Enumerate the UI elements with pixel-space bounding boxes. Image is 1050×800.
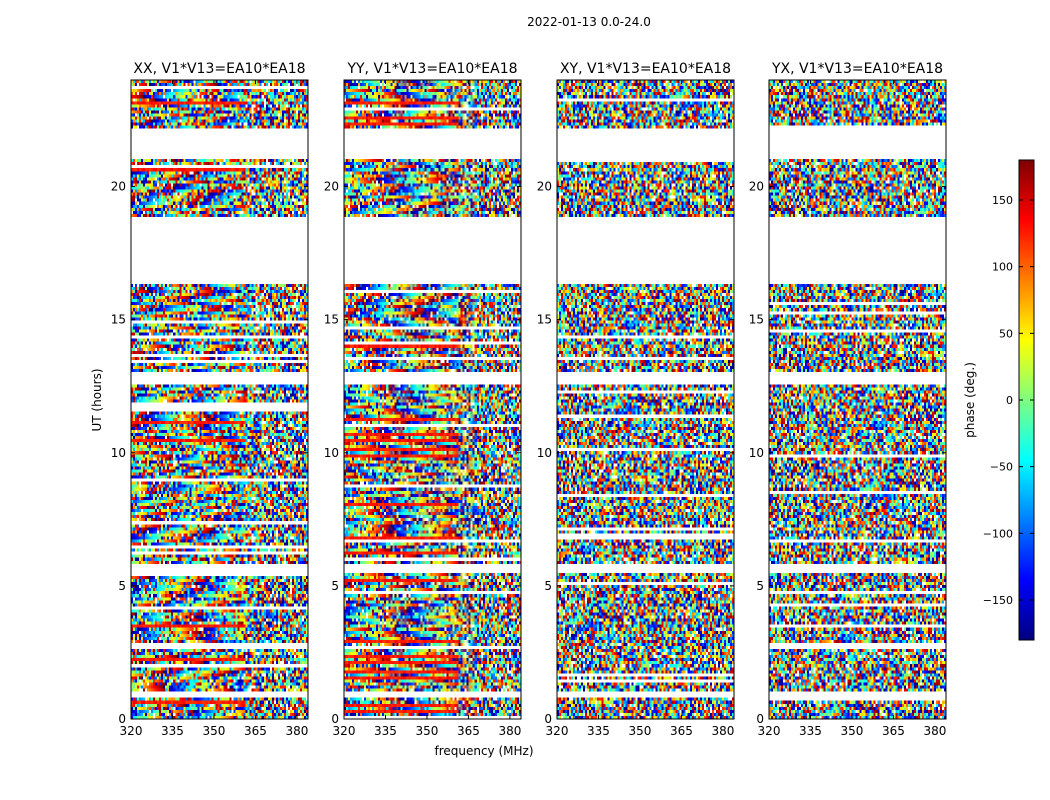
x-tick-label: 320 (546, 724, 569, 738)
axes-frame (343, 79, 522, 720)
y-tick-label: 15 (111, 313, 126, 327)
y-tick-label: 5 (756, 579, 764, 593)
x-tick-label: 365 (882, 724, 905, 738)
phase-heatmap (769, 80, 946, 719)
y-tick-label: 0 (756, 712, 764, 726)
colorbar-tick-label: 100 (992, 261, 1013, 274)
y-axis-label: UT (hours) (90, 368, 104, 431)
panel-title: YY, V1*V13=EA10*EA18 (346, 61, 517, 77)
y-tick-label: 10 (111, 446, 126, 460)
phase-heatmap (131, 80, 308, 719)
y-tick-label: 0 (544, 712, 552, 726)
figure-title: 2022-01-13 0.0-24.0 (527, 15, 651, 29)
y-tick-label: 5 (544, 579, 552, 593)
x-tick-label: 335 (587, 724, 610, 738)
y-tick-label: 0 (331, 712, 339, 726)
phase-heatmap (344, 80, 521, 719)
phase-heatmap (557, 80, 734, 719)
panel-title: XY, V1*V13=EA10*EA18 (560, 61, 731, 77)
y-tick-label: 15 (324, 313, 339, 327)
y-tick-label: 15 (749, 313, 764, 327)
x-tick-label: 335 (374, 724, 397, 738)
y-tick-label: 5 (331, 579, 339, 593)
x-tick-label: 365 (457, 724, 480, 738)
colorbar-tick-label: −50 (990, 461, 1013, 474)
panel-title: YX, V1*V13=EA10*EA18 (771, 61, 943, 77)
axes-frame (556, 79, 735, 720)
colorbar-tick-label: 150 (992, 194, 1013, 207)
x-tick-label: 380 (711, 724, 734, 738)
panel-yy: YY, V1*V13=EA10*EA18 320 335 350 365 380 0 5 10 1… (324, 61, 522, 738)
x-tick-label: 350 (203, 724, 226, 738)
panels: XX, V1*V13=EA10*EA18 320 335 350 365 380 0 5 10 1… (111, 61, 947, 738)
axes-frame (130, 79, 309, 720)
x-tick-label: 320 (758, 724, 781, 738)
colorbar-label: phase (deg.) (963, 362, 977, 438)
x-axis-label: frequency (MHz) (434, 744, 533, 758)
x-tick-label: 365 (244, 724, 267, 738)
panel-title: XX, V1*V13=EA10*EA18 (133, 61, 305, 77)
y-tick-label: 10 (324, 446, 339, 460)
y-tick-label: 10 (749, 446, 764, 460)
panel-xx: XX, V1*V13=EA10*EA18 320 335 350 365 380 0 5 10 1… (111, 61, 309, 738)
y-tick-label: 20 (111, 180, 126, 194)
x-tick-label: 380 (285, 724, 308, 738)
y-tick-label: 0 (118, 712, 126, 726)
x-tick-label: 335 (161, 724, 184, 738)
colorbar-tick-label: 50 (999, 327, 1013, 340)
x-tick-label: 380 (923, 724, 946, 738)
colorbar-tick-label: 0 (1006, 394, 1013, 407)
y-tick-label: 10 (537, 446, 552, 460)
x-tick-label: 335 (799, 724, 822, 738)
y-tick-label: 20 (749, 180, 764, 194)
x-tick-label: 320 (333, 724, 356, 738)
colorbar: 150 100 50 0 −50 −100 −150 (983, 159, 1035, 641)
x-tick-label: 380 (498, 724, 521, 738)
x-tick-label: 350 (841, 724, 864, 738)
y-tick-label: 5 (118, 579, 126, 593)
y-tick-label: 20 (324, 180, 339, 194)
y-tick-label: 15 (537, 313, 552, 327)
colorbar-tick-label: −100 (983, 527, 1013, 540)
axes-frame (768, 79, 947, 720)
panel-xy: XY, V1*V13=EA10*EA18 320 335 350 365 380 0 5 10 1… (537, 61, 735, 738)
x-tick-label: 350 (416, 724, 439, 738)
x-tick-label: 365 (670, 724, 693, 738)
y-tick-label: 20 (537, 180, 552, 194)
x-tick-label: 320 (120, 724, 143, 738)
colorbar-tick-label: −150 (983, 594, 1013, 607)
panel-yx: YX, V1*V13=EA10*EA18 320 335 350 365 380 0 5 10 1… (749, 61, 947, 738)
x-tick-label: 350 (629, 724, 652, 738)
